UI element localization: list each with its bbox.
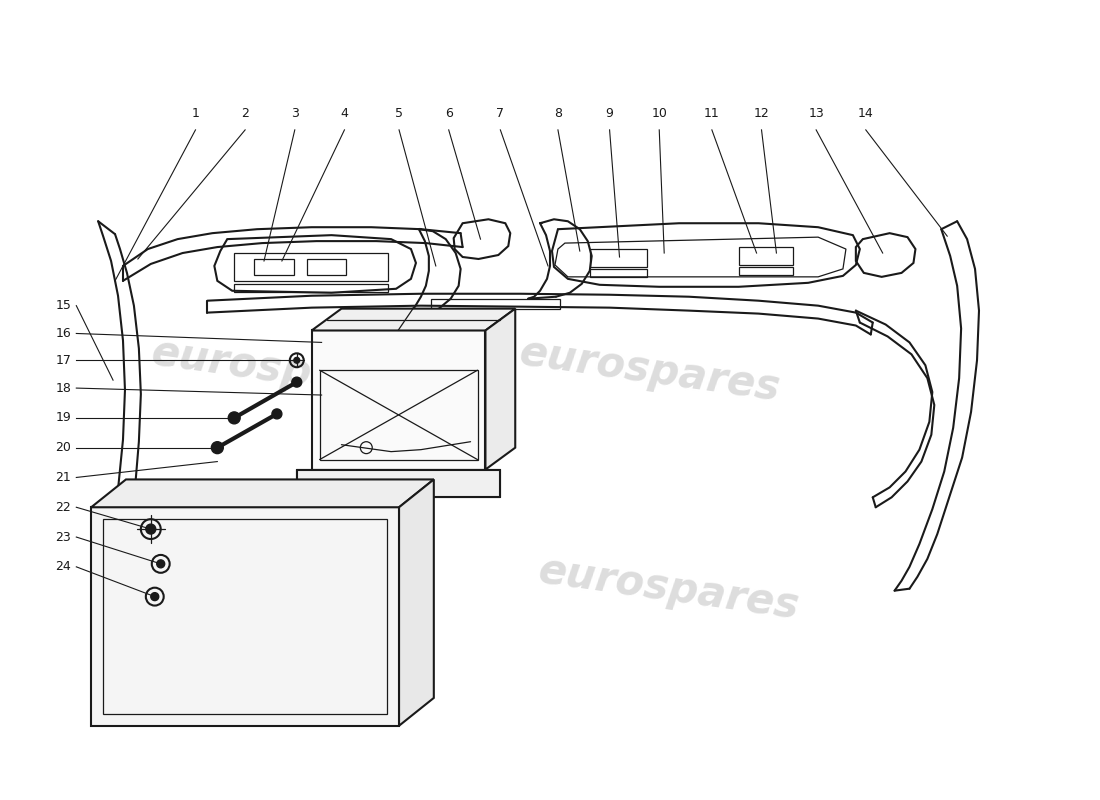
- Polygon shape: [91, 479, 433, 507]
- Circle shape: [292, 377, 301, 387]
- Text: eurospares: eurospares: [516, 331, 782, 410]
- Circle shape: [229, 412, 240, 424]
- Text: eurospares: eurospares: [148, 331, 415, 410]
- Circle shape: [211, 442, 223, 454]
- Circle shape: [272, 409, 282, 419]
- Circle shape: [151, 593, 158, 601]
- Bar: [739, 247, 793, 265]
- Polygon shape: [485, 309, 515, 470]
- Text: 7: 7: [496, 107, 504, 120]
- Text: 22: 22: [56, 501, 72, 514]
- Text: eurospares: eurospares: [148, 550, 415, 628]
- Text: 15: 15: [55, 299, 72, 312]
- Bar: [590, 269, 647, 277]
- Text: 14: 14: [858, 107, 873, 120]
- Text: 10: 10: [651, 107, 668, 120]
- Text: 6: 6: [444, 107, 452, 120]
- Bar: [590, 249, 647, 267]
- Text: 24: 24: [56, 560, 72, 574]
- Text: 4: 4: [341, 107, 349, 120]
- Text: 2: 2: [241, 107, 249, 120]
- Polygon shape: [311, 309, 515, 330]
- Text: 1: 1: [191, 107, 199, 120]
- Bar: [254, 259, 294, 275]
- Bar: [311, 330, 485, 470]
- Bar: [91, 507, 399, 726]
- Bar: [320, 370, 477, 459]
- Bar: [234, 284, 388, 292]
- Text: 21: 21: [56, 471, 72, 484]
- Text: 5: 5: [395, 107, 403, 120]
- Circle shape: [157, 560, 165, 568]
- Text: 18: 18: [55, 382, 72, 394]
- Bar: [307, 259, 346, 275]
- Circle shape: [146, 524, 156, 534]
- Text: eurospares: eurospares: [536, 550, 802, 628]
- Bar: [234, 253, 388, 281]
- Text: 20: 20: [55, 441, 72, 454]
- Text: 3: 3: [290, 107, 299, 120]
- Text: 12: 12: [754, 107, 769, 120]
- Text: 8: 8: [554, 107, 562, 120]
- Text: 16: 16: [56, 327, 72, 340]
- Bar: [739, 267, 793, 275]
- Text: 13: 13: [808, 107, 824, 120]
- Circle shape: [294, 358, 300, 363]
- Text: 11: 11: [704, 107, 719, 120]
- Text: 19: 19: [56, 411, 72, 424]
- Text: 17: 17: [55, 354, 72, 366]
- Bar: [431, 298, 560, 309]
- Text: 23: 23: [56, 530, 72, 543]
- Text: 9: 9: [606, 107, 614, 120]
- Polygon shape: [399, 479, 433, 726]
- Bar: [297, 470, 500, 498]
- Bar: [103, 519, 387, 714]
